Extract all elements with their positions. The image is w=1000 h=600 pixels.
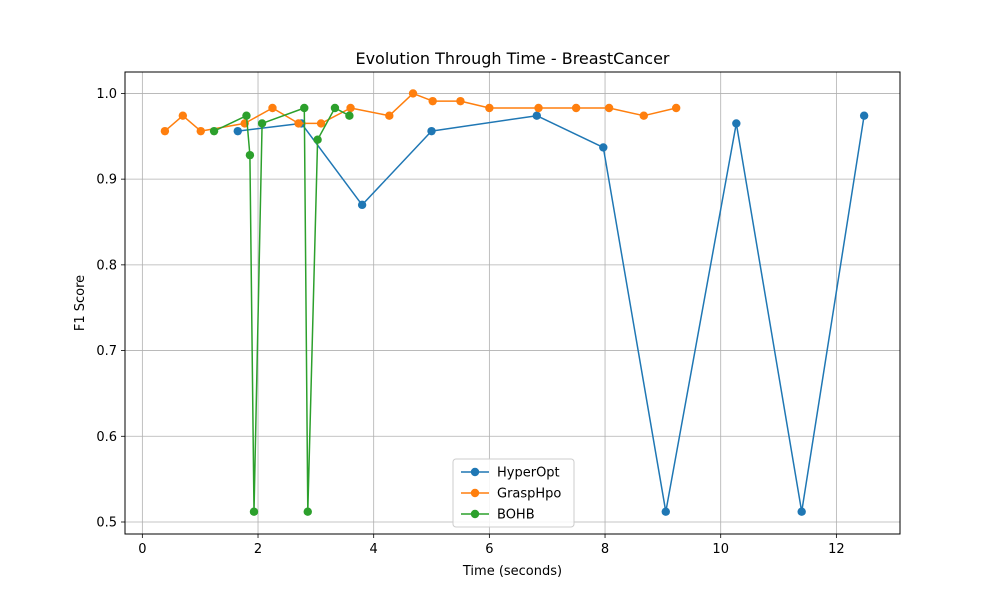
legend-marker [470,467,480,477]
legend-label: BOHB [497,508,535,523]
legend-marker [470,509,480,519]
data-point [209,126,219,136]
data-point [300,103,309,113]
series-line [164,92,677,132]
data-point [604,103,614,113]
legend-box [452,458,575,528]
data-point [428,96,437,106]
series-line [213,107,350,513]
y-tick-label: 0.7 [96,344,117,359]
series-bohb [209,103,354,516]
data-point [294,119,303,128]
data-point [346,103,355,113]
y-tick-label: 1.0 [96,87,117,102]
x-tick-label: 6 [485,542,493,557]
legend-marker [470,488,480,498]
data-point [316,119,326,128]
data-point [303,507,312,516]
data-point [532,111,541,120]
series-hyperopt [233,111,869,516]
legend: HyperOpt GraspHpo BOHB [452,458,575,528]
data-point [732,119,741,128]
x-tick-label: 4 [370,542,378,557]
data-point [233,126,242,136]
grid [125,72,900,534]
x-axis-label: Time (seconds) [462,564,562,579]
data-point [345,111,354,120]
y-axis-label: F1 Score [73,275,88,331]
plot-frame [124,71,901,535]
data-point [245,150,255,160]
x-tick-label: 10 [712,542,729,557]
x-tick-label: 2 [254,542,262,557]
legend-label: GraspHpo [497,487,561,502]
data-point [257,119,267,128]
data-point [671,103,681,113]
data-point [408,89,418,98]
y-tick-label: 0.8 [96,258,117,273]
chart-title: Evolution Through Time - BreastCancer [355,49,669,68]
data-point [456,96,465,106]
x-tick-label: 8 [601,542,609,557]
data-point [357,200,367,210]
data-point [571,103,581,113]
data-point [178,111,188,120]
data-point [249,507,259,516]
y-tick-label: 0.9 [96,173,117,188]
y-tick-label: 0.6 [96,430,117,445]
series-layer [160,89,869,516]
data-point [242,111,251,120]
data-point [196,126,205,136]
legend-item: BOHB [461,508,535,523]
data-point [313,135,322,144]
data-point [797,507,806,516]
axis-ticks: 0 2 4 6 8 10 12 0.5 0.6 0.7 0.8 0.9 1.0 [96,87,844,557]
y-tick-label: 0.5 [96,516,117,531]
data-point [534,103,543,113]
x-tick-label: 12 [828,542,845,557]
legend-item: HyperOpt [461,466,560,481]
data-point [859,111,869,120]
data-point [661,507,670,516]
data-point [268,103,277,113]
data-point [385,111,394,120]
legend-label: HyperOpt [497,466,560,481]
data-point [330,103,340,113]
data-point [427,126,436,136]
data-point [599,143,608,152]
data-point [485,103,494,113]
legend-item: GraspHpo [461,487,561,502]
series-line [237,114,865,513]
x-tick-label: 0 [138,542,146,557]
data-point [160,126,170,136]
data-point [639,111,648,120]
series-grasphpo [160,89,681,136]
